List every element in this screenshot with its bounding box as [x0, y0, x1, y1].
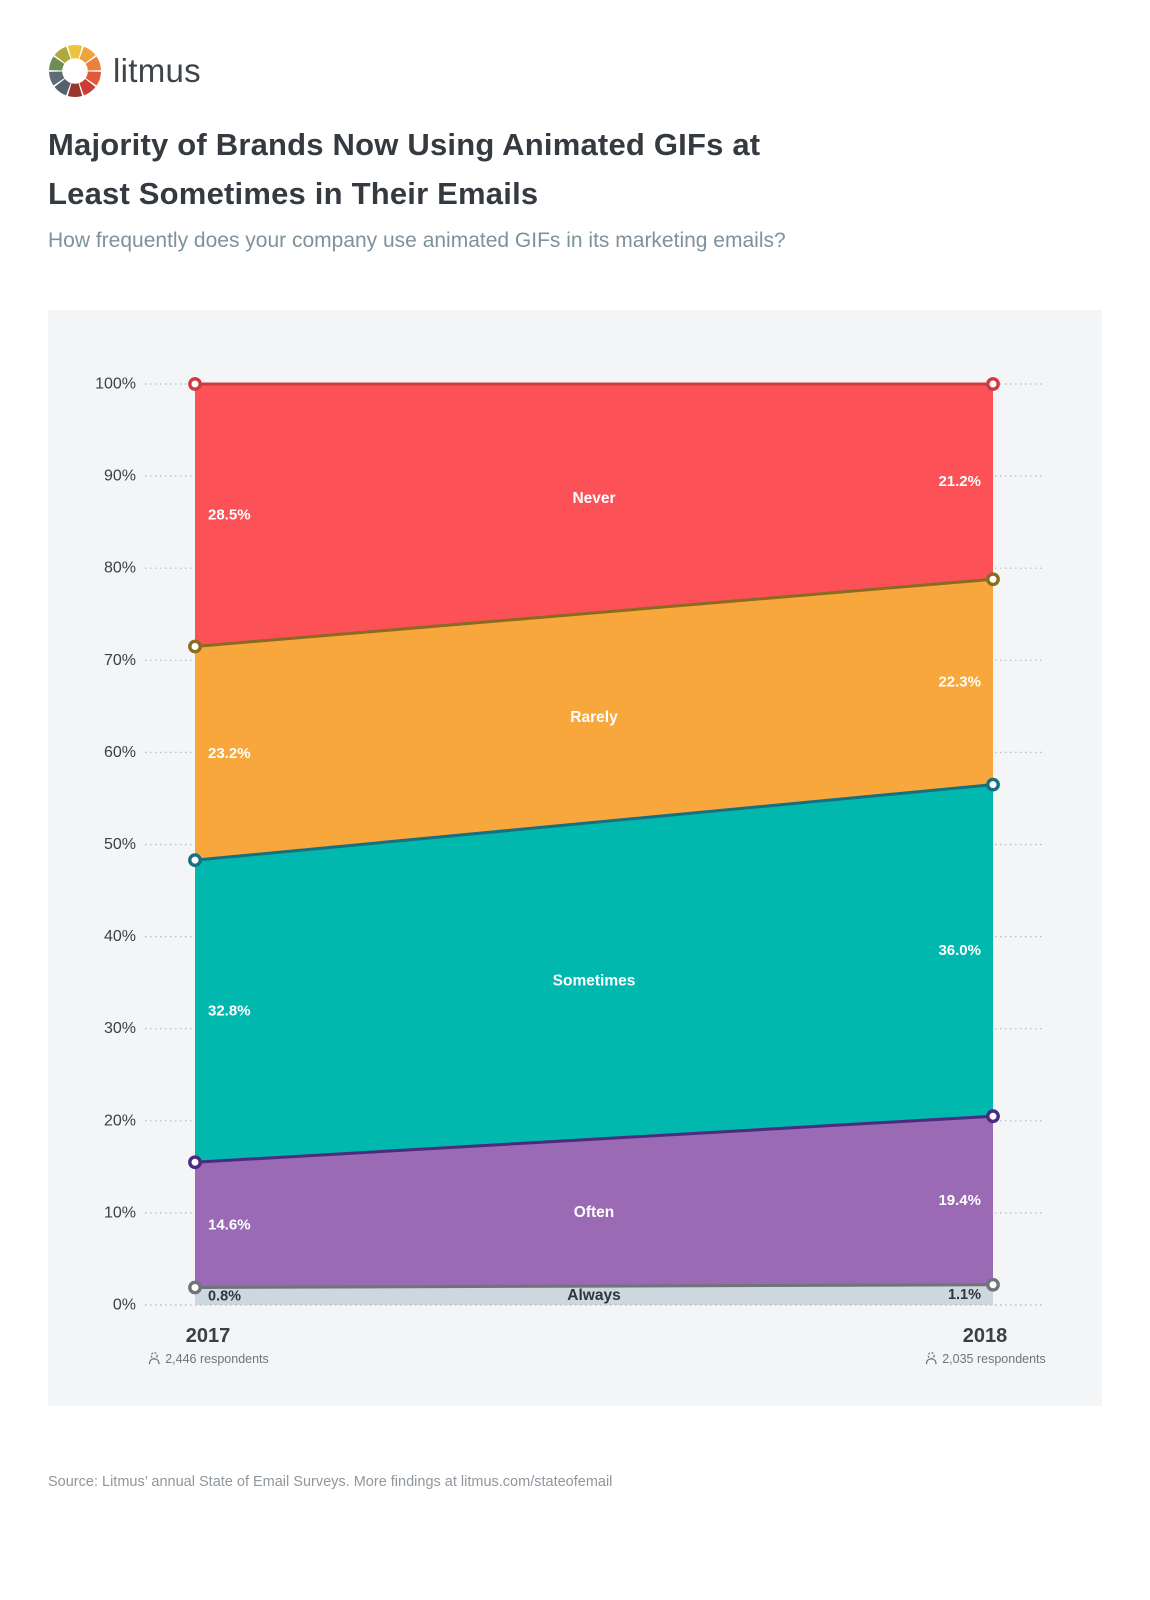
logo-wheel-segment — [85, 71, 101, 86]
label-often-name: Often — [574, 1204, 614, 1221]
logo-wheel-segment — [79, 78, 96, 96]
respondents-icon — [925, 1352, 937, 1365]
logo-wheel-segment — [67, 45, 83, 59]
stacked-area-chart: 0% 10% 20% 30% 40% 50% 60% 70% 80% 90% 100% 28.5% Ne… — [95, 376, 1046, 1367]
boundary-often-top — [193, 1114, 995, 1164]
title-line-2: Least Sometimes in Their Emails — [48, 176, 539, 211]
marker-always-2017 — [188, 1280, 202, 1295]
y-tick-label-100%: 100% — [95, 376, 136, 393]
marker-sometimes-2018 — [986, 777, 1000, 792]
label-rarely-left-value: 23.2% — [208, 745, 251, 762]
source-note: Source: Litmus’ annual State of Email Su… — [48, 1474, 613, 1490]
marker-often-2017 — [188, 1155, 202, 1170]
area-sometimes — [195, 784, 993, 1163]
y-tick-label-30%: 30% — [104, 1020, 136, 1037]
marker-always-2018 — [986, 1277, 1000, 1292]
marker-never-2018 — [986, 377, 1000, 391]
logo-wheel-segment — [85, 56, 101, 71]
y-tick-label-70%: 70% — [104, 652, 136, 669]
label-always-name: Always — [567, 1287, 620, 1304]
y-tick-label-10%: 10% — [104, 1204, 136, 1221]
logo-wheel-segment — [49, 71, 65, 86]
y-tick-label-40%: 40% — [104, 928, 136, 945]
label-sometimes-right-value: 36.0% — [938, 942, 981, 959]
boundary-sometimes-top — [193, 783, 995, 862]
respondents-icon-body — [925, 1358, 937, 1365]
marker-rarely-2017 — [188, 639, 202, 654]
label-never-left-value: 28.5% — [208, 507, 251, 524]
litmus-logo-icon — [49, 45, 101, 98]
y-tick-label-20%: 20% — [104, 1112, 136, 1129]
logo-wheel-segment — [54, 46, 71, 64]
marker-never-2017 — [188, 377, 202, 391]
brand-wordmark: litmus — [113, 52, 201, 89]
boundary-always-top — [193, 1283, 995, 1290]
respondents-icon — [148, 1352, 160, 1365]
respondents-icon-head — [150, 1352, 158, 1360]
label-often-right-value: 19.4% — [938, 1192, 981, 1209]
label-rarely-name: Rarely — [570, 709, 618, 726]
area-always — [195, 1284, 993, 1305]
label-never-name: Never — [572, 490, 615, 507]
chart-panel: 0% 10% 20% 30% 40% 50% 60% 70% 80% 90% 100% 28.5% Ne… — [48, 310, 1102, 1406]
chart-question-subtitle: How frequently does your company use ani… — [48, 229, 786, 252]
x-axis-label-2018: 2018 — [963, 1325, 1008, 1347]
marker-rarely-2018 — [986, 572, 1000, 587]
respondents-count-2017: 2,446 respondents — [165, 1352, 269, 1366]
marker-often-2018 — [986, 1109, 1000, 1124]
label-always-right-value: 1.1% — [948, 1287, 981, 1303]
logo-wheel-segment — [79, 46, 96, 64]
logo-wheel-segment — [54, 78, 71, 96]
y-tick-label-80%: 80% — [104, 560, 136, 577]
label-always-left-value: 0.8% — [208, 1288, 241, 1304]
area-never — [195, 384, 993, 647]
label-rarely-right-value: 22.3% — [938, 673, 981, 690]
logo-wheel-segment — [49, 56, 65, 71]
logo-wheel-segment — [67, 83, 83, 98]
label-often-left-value: 14.6% — [208, 1216, 251, 1233]
y-tick-label-60%: 60% — [104, 744, 136, 761]
label-never-right-value: 21.2% — [938, 473, 981, 490]
y-tick-label-90%: 90% — [104, 468, 136, 485]
brand: litmus — [48, 44, 201, 98]
boundary-rarely-top — [193, 577, 995, 648]
respondents-count-2018: 2,035 respondents — [942, 1352, 1046, 1366]
y-tick-label-50%: 50% — [104, 836, 136, 853]
area-often — [195, 1116, 993, 1288]
area-rarely — [195, 579, 993, 861]
respondents-icon-head — [927, 1352, 935, 1360]
y-tick-label-0%: 0% — [113, 1297, 136, 1314]
marker-sometimes-2017 — [188, 853, 202, 868]
title-line-1: Majority of Brands Now Using Animated GI… — [48, 127, 761, 162]
x-axis-label-2017: 2017 — [186, 1325, 231, 1347]
label-sometimes-name: Sometimes — [553, 972, 636, 989]
label-sometimes-left-value: 32.8% — [208, 1003, 251, 1020]
respondents-icon-body — [148, 1358, 160, 1365]
page-title: Majority of Brands Now Using Animated GI… — [48, 120, 760, 218]
